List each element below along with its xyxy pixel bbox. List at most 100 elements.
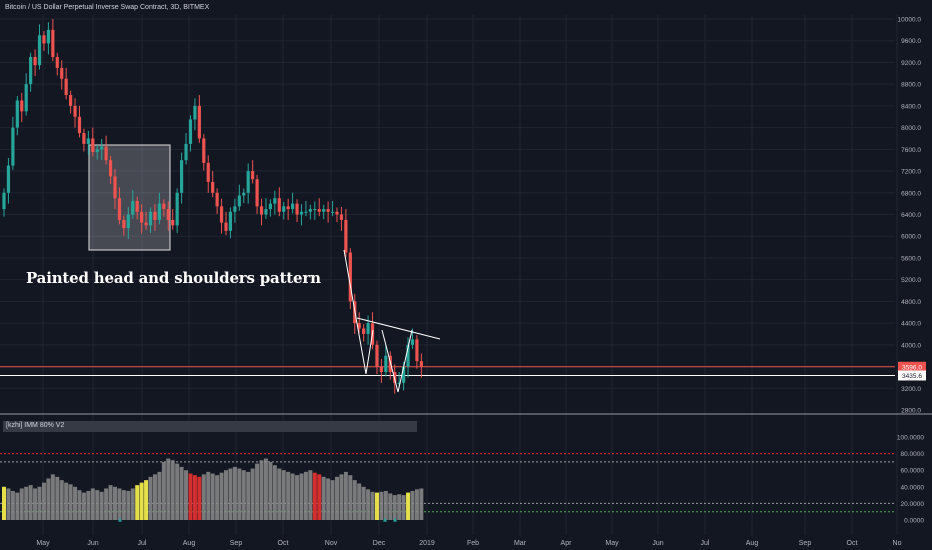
indicator-bar: [383, 490, 388, 520]
candle-body: [286, 206, 290, 210]
indicator-bar: [357, 483, 362, 520]
y-tick-label: 5600.0: [901, 255, 921, 262]
candle-body: [188, 119, 193, 144]
indicator-bar: [295, 475, 300, 520]
indicator-bar: [95, 490, 100, 520]
indicator-bar: [414, 489, 419, 520]
indicator-bar: [15, 492, 20, 520]
indicator-bar: [117, 488, 122, 520]
y-tick-label: 6400.0: [901, 212, 921, 219]
price-label-box: [898, 370, 926, 381]
indicator-bar: [206, 471, 211, 520]
y-tick-label: 4000.0: [901, 342, 921, 349]
y-tick-label: 9600.0: [901, 38, 921, 45]
candle-body: [166, 209, 170, 220]
indicator-bar: [81, 492, 86, 520]
indicator-bar: [232, 466, 237, 520]
candle-body: [264, 209, 268, 215]
candle-body: [344, 219, 348, 253]
candle-body: [73, 105, 77, 117]
candle-body: [282, 206, 286, 212]
indicator-bar: [77, 490, 82, 520]
indicator-bar: [192, 475, 197, 520]
indicator-bar: [379, 491, 384, 520]
candle-body: [77, 116, 82, 134]
candle-body: [6, 165, 11, 193]
x-tick-label: Aug: [183, 540, 196, 547]
y-tick-label: 2800.0: [901, 408, 921, 415]
candle-body: [215, 192, 219, 207]
indicator-bar: [339, 474, 344, 520]
y-tick-label: 4400.0: [901, 321, 921, 328]
candle-body: [291, 203, 295, 210]
trend-line: [343, 249, 367, 375]
indicator-bar: [188, 473, 193, 520]
candle-body: [246, 171, 250, 193]
indicator-bar: [139, 482, 144, 520]
candle-body: [255, 179, 259, 207]
indicator-bar: [148, 476, 153, 520]
candle-body: [384, 355, 388, 372]
indicator-bar: [184, 470, 189, 520]
candle-body: [131, 200, 135, 215]
indicator-bar: [219, 472, 224, 520]
y-tick-label: 10000.0: [898, 17, 922, 24]
candle-body: [108, 160, 113, 177]
indicator-title-bar: [3, 421, 417, 432]
candle-body: [410, 339, 415, 345]
indicator-bar: [86, 490, 91, 520]
indicator-bar: [99, 491, 104, 520]
indicator-bar: [312, 472, 317, 520]
candle-body: [193, 105, 197, 120]
indicator-bar: [166, 458, 171, 520]
indicator-y-tick-label: 0.0000: [904, 518, 924, 525]
indicator-bar: [157, 471, 162, 520]
candle-body: [20, 100, 24, 112]
trend-line: [381, 329, 399, 393]
x-tick-label: No: [893, 540, 902, 547]
y-tick-label: 7200.0: [901, 169, 921, 176]
pattern-box: [88, 144, 171, 251]
indicator-bar: [33, 488, 38, 520]
y-tick-label: 9200.0: [901, 60, 921, 67]
indicator-y-tick-label: 40.0000: [901, 484, 925, 491]
y-tick-label: 7600.0: [901, 147, 921, 154]
signal-marker: [383, 517, 387, 522]
candle-body: [117, 198, 122, 220]
indicator-bar: [197, 476, 202, 520]
candle-body: [308, 209, 312, 212]
candle-body: [335, 211, 339, 215]
candle-body: [11, 127, 15, 166]
indicator-y-tick-label: 100.0000: [897, 435, 924, 442]
indicator-bar: [152, 474, 157, 520]
indicator-bar: [406, 492, 411, 520]
indicator-bar: [303, 471, 308, 520]
indicator-bar: [281, 470, 286, 520]
indicator-bar: [175, 463, 180, 520]
y-tick-label: 8800.0: [901, 82, 921, 89]
y-tick-label: 8400.0: [901, 103, 921, 110]
candle-body: [366, 323, 370, 334]
pattern-annotation: Painted head and shoulders pattern: [26, 269, 321, 287]
indicator-bar: [397, 494, 402, 520]
candle-body: [206, 162, 210, 182]
indicator-bar: [335, 476, 339, 520]
indicator-bar: [366, 489, 371, 520]
indicator-bar: [255, 463, 260, 520]
indicator-bar: [215, 475, 220, 520]
x-tick-label: Jul: [138, 540, 147, 547]
candle-body: [29, 57, 33, 85]
candle-body: [202, 138, 206, 163]
x-tick-label: Apr: [561, 540, 573, 547]
candle-body: [171, 219, 175, 226]
candle-body: [153, 211, 157, 220]
x-tick-label: Jul: [701, 540, 710, 547]
x-tick-label: 2019: [419, 540, 435, 547]
indicator-bar: [277, 468, 282, 520]
indicator-bar: [10, 490, 15, 520]
candle-body: [95, 149, 99, 153]
indicator-bar: [104, 488, 109, 520]
price-label: 3596.0: [902, 364, 922, 371]
